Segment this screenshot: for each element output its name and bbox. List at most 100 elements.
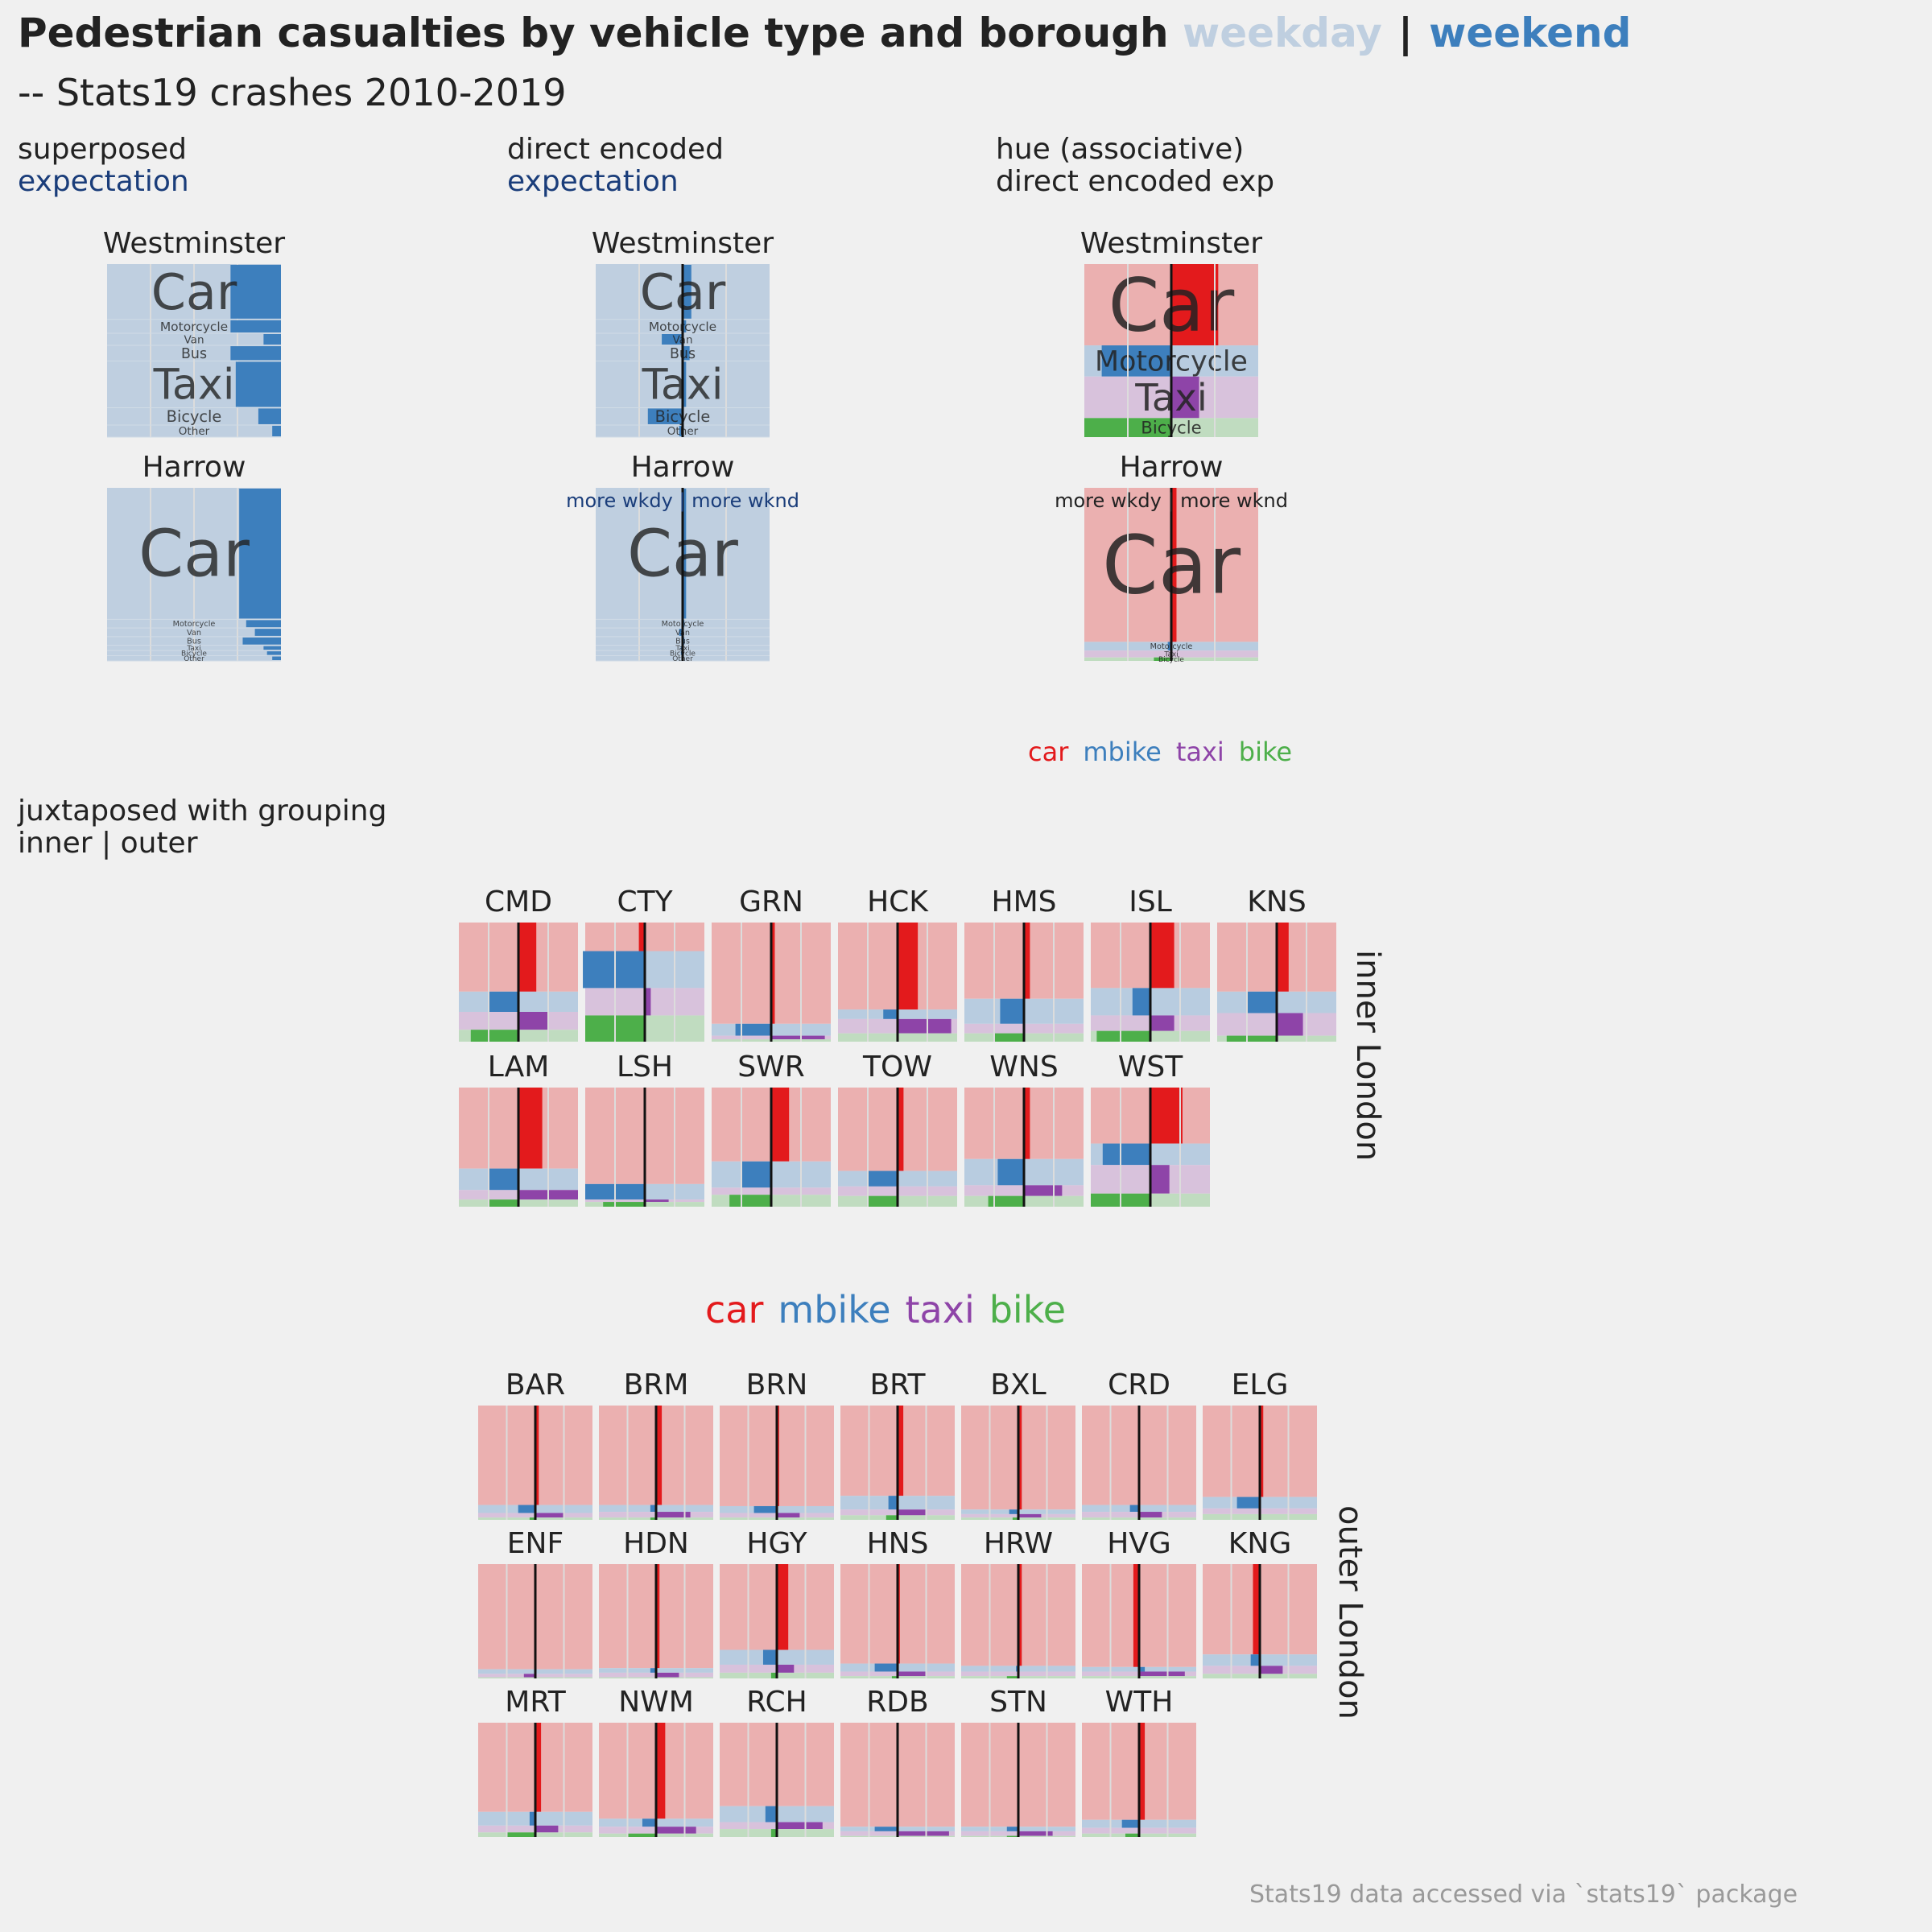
mbike-difference-bar — [489, 1168, 518, 1191]
mbike-difference-bar — [1167, 642, 1171, 651]
difference-bar — [683, 361, 687, 407]
taxi-difference-bar — [656, 1827, 696, 1834]
mbike-difference-bar — [1236, 1496, 1260, 1509]
bike-difference-bar — [868, 1195, 898, 1207]
mbike-difference-bar — [888, 1496, 898, 1510]
taxi-difference-bar — [1150, 1165, 1170, 1194]
category-label: Van — [184, 333, 204, 346]
mbike-difference-bar — [1250, 1654, 1260, 1666]
borough-title: MRT — [505, 1686, 566, 1719]
taxi-difference-bar — [1277, 1013, 1303, 1036]
borough-title: BRT — [869, 1368, 926, 1402]
taxi-difference-bar — [535, 1825, 559, 1833]
borough-title: BAR — [506, 1368, 565, 1402]
taxi-difference-bar — [1260, 1666, 1283, 1674]
car-difference-bar — [638, 923, 645, 952]
borough-title: NWM — [618, 1686, 694, 1719]
panel-heading-line1: juxtaposed with grouping — [18, 795, 387, 828]
category-label: Car — [151, 263, 237, 321]
borough-title: HNS — [867, 1527, 929, 1560]
car-difference-bar — [656, 1723, 666, 1819]
mbike-difference-bar — [765, 1806, 777, 1823]
mbike-difference-bar — [1132, 988, 1150, 1016]
borough-title: RCH — [746, 1686, 807, 1719]
borough-title: HGY — [746, 1527, 807, 1560]
bike-difference-bar — [891, 1676, 898, 1678]
bike-difference-bar — [1226, 1035, 1277, 1042]
car-difference-bar — [1150, 1088, 1183, 1144]
panel-heading-direct: direct encoded expectation — [507, 134, 724, 198]
panel-heading-hue: hue (associative) direct encoded exp — [996, 134, 1274, 198]
weekend-bar — [235, 361, 281, 407]
weekend-bar — [263, 646, 281, 650]
panel-heading-line2: inner | outer — [18, 827, 198, 860]
mbike-difference-bar — [753, 1505, 777, 1513]
borough-title: WST — [1118, 1051, 1183, 1084]
car-difference-bar — [1018, 1564, 1022, 1666]
mbike-difference-bar — [1000, 998, 1024, 1024]
panel-heading-superposed: superposed expectation — [18, 134, 189, 198]
borough-title: Harrow — [1120, 451, 1224, 484]
borough-title: HVG — [1107, 1527, 1171, 1560]
taxi-difference-bar — [898, 1671, 927, 1677]
legend-bike: bike — [989, 1288, 1067, 1331]
category-label: Bus — [181, 346, 207, 362]
mbike-difference-bar — [883, 1009, 898, 1019]
panel-heading-juxtaposed: juxtaposed with grouping inner | outer — [18, 795, 386, 860]
title-weekday: weekday — [1183, 10, 1382, 56]
bike-difference-bar — [1006, 1676, 1018, 1678]
car-difference-bar — [535, 1406, 539, 1505]
car-difference-bar — [1139, 1723, 1146, 1820]
car-difference-bar — [1150, 923, 1174, 989]
car-difference-bar — [1133, 1564, 1139, 1667]
taxi-difference-bar — [898, 1831, 949, 1836]
taxi-difference-bar — [1139, 1512, 1162, 1518]
taxi-difference-bar — [777, 1664, 795, 1673]
taxi-difference-bar — [1024, 1185, 1063, 1196]
weekend-bar — [272, 656, 281, 660]
bike-difference-bar — [988, 1195, 1024, 1207]
taxi-difference-bar — [777, 1822, 823, 1830]
legend-bike: bike — [1238, 737, 1293, 767]
bike-difference-bar — [1096, 1030, 1150, 1042]
credit-note: Stats19 data accessed via `stats19` pack… — [1249, 1880, 1798, 1909]
difference-bar — [679, 629, 683, 636]
mbike-difference-bar — [1101, 345, 1171, 377]
taxi-difference-bar — [777, 1513, 800, 1518]
weekend-bar — [263, 334, 281, 345]
mbike-difference-bar — [1121, 1819, 1139, 1828]
weekend-bar — [239, 489, 281, 619]
borough-title: HRW — [984, 1527, 1053, 1560]
weekend-bar — [258, 408, 281, 424]
taxi-difference-bar — [523, 1674, 535, 1678]
borough-title: SWR — [737, 1051, 804, 1084]
car-difference-bar — [771, 1088, 790, 1162]
borough-title: GRN — [739, 886, 803, 919]
difference-bar — [679, 425, 683, 436]
bike-difference-bar — [770, 1829, 777, 1837]
panel-heading-line1: superposed — [18, 133, 188, 166]
borough-title: WNS — [989, 1051, 1058, 1084]
panel-heading-line1: direct encoded — [507, 133, 724, 166]
weekend-bar — [266, 651, 281, 655]
mbike-difference-bar — [1009, 1509, 1018, 1514]
mbike-difference-bar — [642, 1818, 656, 1827]
borough-title: BRM — [624, 1368, 689, 1402]
car-difference-bar — [898, 1406, 904, 1496]
mbike-difference-bar — [1247, 991, 1277, 1013]
category-label: Bus — [187, 638, 201, 646]
mbike-difference-bar — [489, 991, 518, 1012]
taxi-difference-bar — [1139, 1671, 1185, 1677]
title-separator: | — [1397, 10, 1414, 56]
mbike-difference-bar — [868, 1170, 898, 1187]
panel-heading-line2: expectation — [18, 165, 189, 198]
bike-difference-bar — [886, 1515, 898, 1520]
borough-title: CMD — [485, 886, 552, 919]
taxi-difference-bar — [656, 1672, 679, 1678]
mbike-difference-bar — [583, 951, 645, 989]
taxi-difference-bar — [645, 988, 651, 1016]
title-weekend: weekend — [1429, 10, 1632, 56]
taxi-difference-bar — [898, 1018, 952, 1034]
car-difference-bar — [898, 1088, 904, 1171]
